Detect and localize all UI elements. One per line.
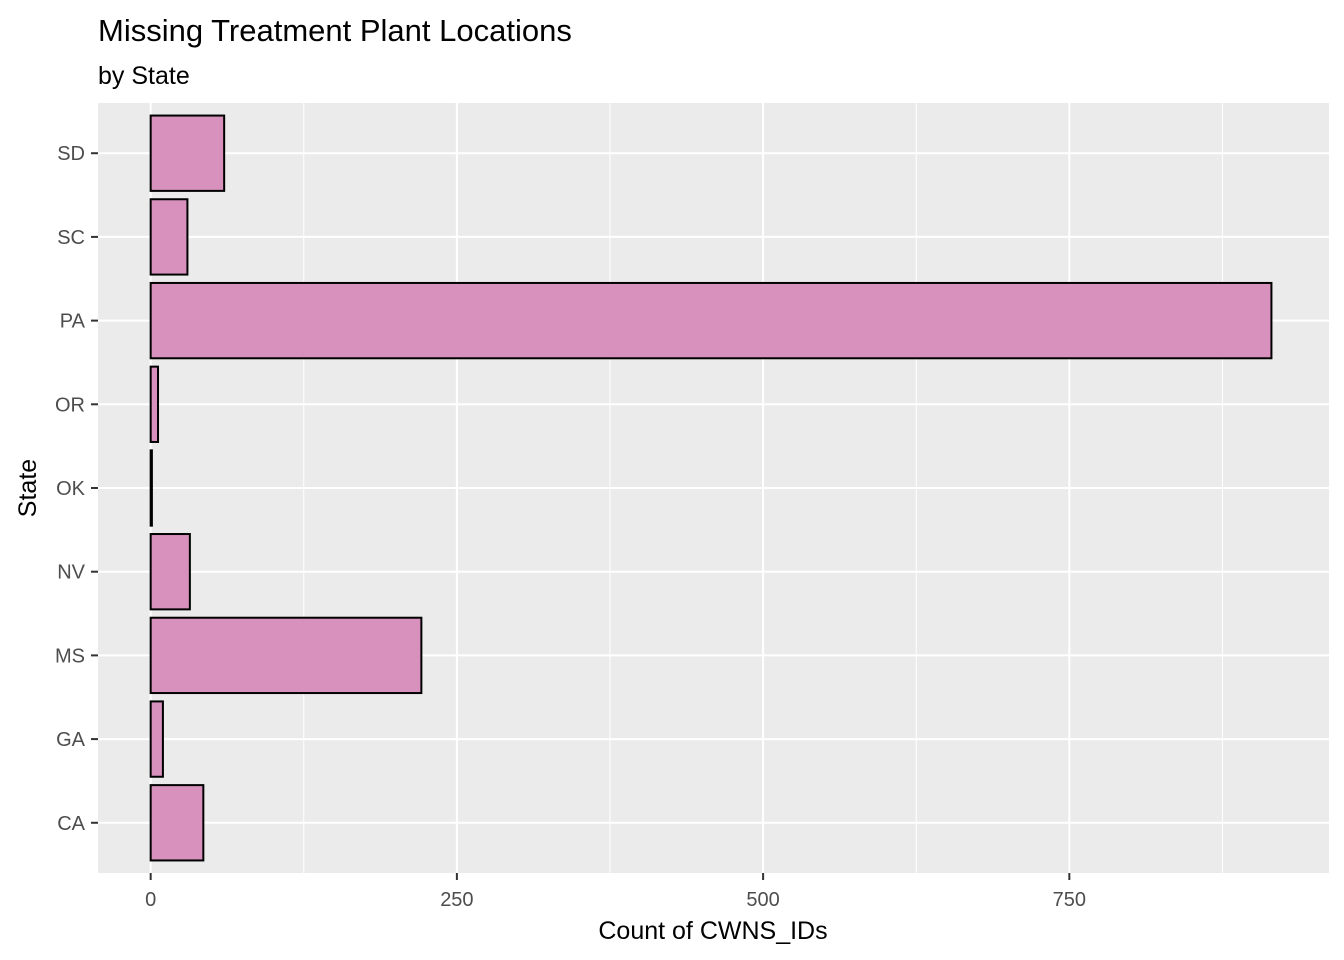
- y-tick-label-pa: PA: [60, 311, 86, 333]
- x-axis: 0 250 500 750: [145, 873, 1086, 911]
- chart-title: Missing Treatment Plant Locations: [98, 13, 572, 48]
- y-tick-label-ms: MS: [55, 645, 85, 667]
- x-tick-label-0: 0: [145, 889, 156, 911]
- bar-or: [149, 365, 160, 443]
- y-tick-label-ga: GA: [56, 729, 86, 751]
- x-tick-label-750: 750: [1053, 889, 1086, 911]
- y-tick-label-ca: CA: [57, 813, 85, 835]
- bar-nv: [149, 533, 191, 611]
- bar-ms: [149, 616, 423, 695]
- bars: [149, 114, 1273, 862]
- y-tick-label-or: OR: [55, 394, 85, 416]
- chart-subtitle: by State: [98, 62, 190, 90]
- y-tick-label-sc: SC: [57, 227, 85, 249]
- bar-ok: [149, 449, 153, 527]
- y-tick-label-ok: OK: [56, 478, 86, 500]
- bar-sc: [149, 198, 189, 276]
- x-tick-label-500: 500: [746, 889, 779, 911]
- bar-sd: [149, 114, 226, 192]
- bar-ga: [149, 700, 164, 778]
- y-axis-title: State: [14, 459, 42, 517]
- bar-pa: [149, 281, 1273, 360]
- x-axis-title: Count of CWNS_IDs: [598, 917, 827, 945]
- bar-ca: [149, 784, 205, 862]
- y-tick-label-nv: NV: [57, 562, 85, 584]
- x-tick-label-250: 250: [440, 889, 473, 911]
- y-tick-label-sd: SD: [57, 143, 85, 165]
- y-axis: CA GA MS NV OK OR PA SC SD: [55, 143, 98, 835]
